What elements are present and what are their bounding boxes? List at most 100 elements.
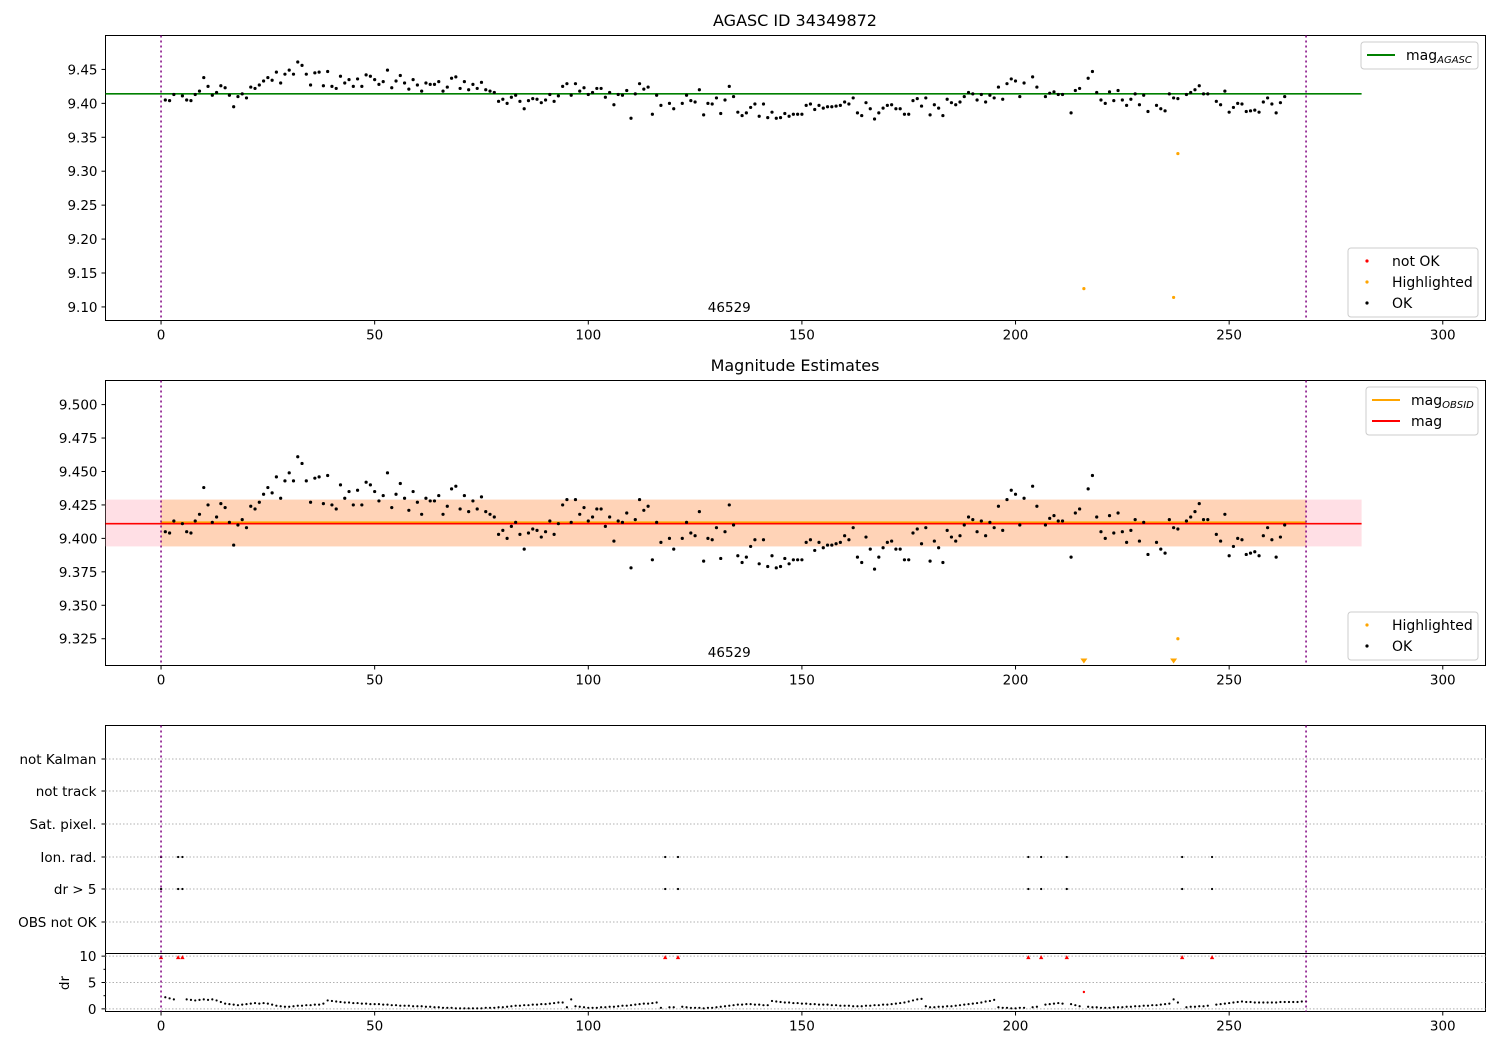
dr-point [625, 1004, 628, 1007]
ok-point [937, 546, 941, 550]
dr-point [437, 1006, 440, 1009]
dr-point [642, 1002, 645, 1005]
mag-estimates-title: Magnitude Estimates [711, 356, 880, 375]
dr-point [1215, 1003, 1218, 1006]
mag-estimates-panel: Magnitude Estimates 0 50 100 150 200 250 300 9.… [59, 356, 1486, 689]
ok-point [928, 559, 932, 563]
flag-point [1027, 855, 1030, 859]
dr-point [531, 1003, 534, 1006]
ok-point [984, 534, 988, 538]
ok-point [326, 69, 330, 74]
y-tick-label: 9.30 [67, 164, 97, 180]
ok-point [787, 562, 791, 566]
dr-point [937, 1005, 940, 1008]
ok-point [573, 497, 578, 502]
ok-point [881, 106, 885, 110]
ok-point [783, 111, 787, 116]
ok-point [573, 82, 578, 86]
flag-point [1065, 855, 1068, 859]
ok-point [872, 567, 877, 571]
ok-point [454, 75, 458, 79]
ok-point [1073, 511, 1077, 515]
dr-point [1112, 1006, 1115, 1009]
legend-marker-swatch [1365, 259, 1369, 263]
ok-point [407, 87, 411, 91]
dr-axis-label: dr [57, 975, 73, 990]
dr-point [164, 996, 167, 999]
dr-point [202, 998, 205, 1001]
dr-point [266, 1002, 269, 1005]
ok-point [680, 536, 684, 540]
ok-point [1223, 89, 1227, 93]
ok-point [526, 99, 531, 103]
flag-point [676, 855, 680, 859]
ok-point [1022, 496, 1026, 500]
ok-point [1219, 103, 1223, 107]
ok-point [462, 80, 466, 84]
ok-point [394, 492, 398, 496]
ok-point [202, 485, 206, 490]
dr-point [659, 1006, 663, 1009]
ok-point [582, 86, 586, 90]
ok-point [736, 110, 740, 114]
dr-point [928, 1006, 932, 1009]
ok-point [1086, 76, 1090, 80]
ok-point [851, 96, 855, 100]
ok-point [791, 112, 795, 116]
dr-point [347, 1001, 351, 1004]
ok-point [693, 534, 697, 538]
x-tick-label: 200 [1003, 673, 1029, 689]
ok-point [646, 85, 650, 89]
ok-point [821, 106, 825, 110]
x-tick-label: 0 [157, 328, 166, 344]
dr-point [839, 1004, 842, 1007]
ok-point [1116, 511, 1120, 515]
dr-point [1245, 1000, 1248, 1004]
legend-label: Highlighted [1392, 275, 1473, 291]
ok-point [702, 113, 706, 117]
ok-point [578, 512, 582, 516]
ok-point [467, 510, 471, 514]
ok-point [1107, 514, 1112, 518]
dr-point [997, 1006, 1000, 1009]
ok-point [223, 506, 227, 510]
dr-point [1129, 1005, 1132, 1008]
dr-point [318, 1003, 321, 1006]
ok-point [552, 99, 556, 103]
ok-point [1231, 544, 1236, 549]
dr-point [894, 1002, 898, 1005]
ok-point [855, 555, 860, 559]
dr-point [843, 1004, 846, 1007]
ok-point [1257, 110, 1261, 114]
dr-point [1151, 1004, 1154, 1007]
ok-point [496, 99, 501, 103]
ok-point [1120, 530, 1124, 534]
ok-point [522, 107, 526, 111]
dr-point [745, 1003, 748, 1006]
dr-point [698, 1006, 701, 1009]
x-tick-label: 0 [157, 1019, 166, 1035]
x-tick-label: 150 [789, 1019, 815, 1035]
ok-point [958, 534, 962, 538]
ok-point [505, 101, 509, 105]
dr-point [980, 1001, 983, 1004]
ok-point [1048, 516, 1052, 520]
dr-point [770, 999, 774, 1003]
ok-point [625, 88, 629, 93]
flag-point [1181, 887, 1184, 891]
dr-point [1283, 1000, 1286, 1004]
ok-point [172, 519, 176, 523]
flag-point [159, 887, 163, 891]
ok-point [214, 90, 219, 95]
dr-point [535, 1003, 539, 1006]
dr-point [1168, 1002, 1171, 1005]
ok-point [402, 81, 407, 85]
ok-point [180, 94, 185, 98]
dr-point [1202, 1005, 1205, 1008]
dr-point [1014, 1007, 1017, 1010]
dr-point [433, 1006, 436, 1009]
ok-point [364, 480, 368, 484]
dr-point [933, 1006, 936, 1009]
dr-point [369, 1003, 372, 1006]
